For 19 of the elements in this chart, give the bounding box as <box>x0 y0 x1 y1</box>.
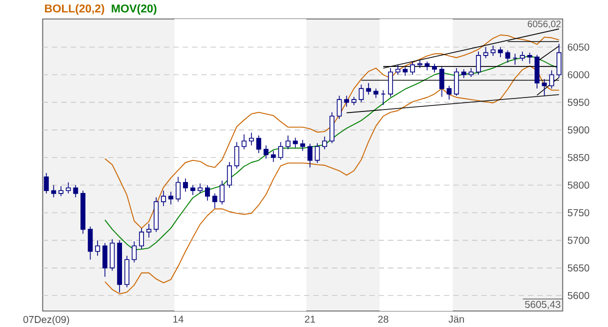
y-tick-label: 5850 <box>568 154 590 162</box>
y-tick-label: 5800 <box>568 182 590 189</box>
y-tick-label: 5950 <box>568 98 590 106</box>
y-tick-label: 5900 <box>568 126 590 134</box>
y-tick-label: 5700 <box>568 236 590 244</box>
x-tick-label: 28 <box>378 316 388 323</box>
y-tick-label: 5750 <box>568 209 590 216</box>
y-tick-label: 6000 <box>568 71 590 78</box>
x-tick-label: 14 <box>173 316 184 323</box>
text: BOLL(20,2) <box>45 4 104 15</box>
x-tick-label: 07Dez(09) <box>23 316 70 326</box>
annotation: 5605,43 <box>525 300 560 310</box>
y-tick-label: 6050 <box>568 44 590 51</box>
x-tick-label: 21 <box>304 316 316 323</box>
text: MOV(20) <box>112 4 156 15</box>
y-tick-label: 5650 <box>568 264 590 272</box>
y-tick-label: 5600 <box>568 292 590 300</box>
x-tick-label: Jän <box>448 316 464 323</box>
annotation: 6056,02 <box>528 20 561 28</box>
